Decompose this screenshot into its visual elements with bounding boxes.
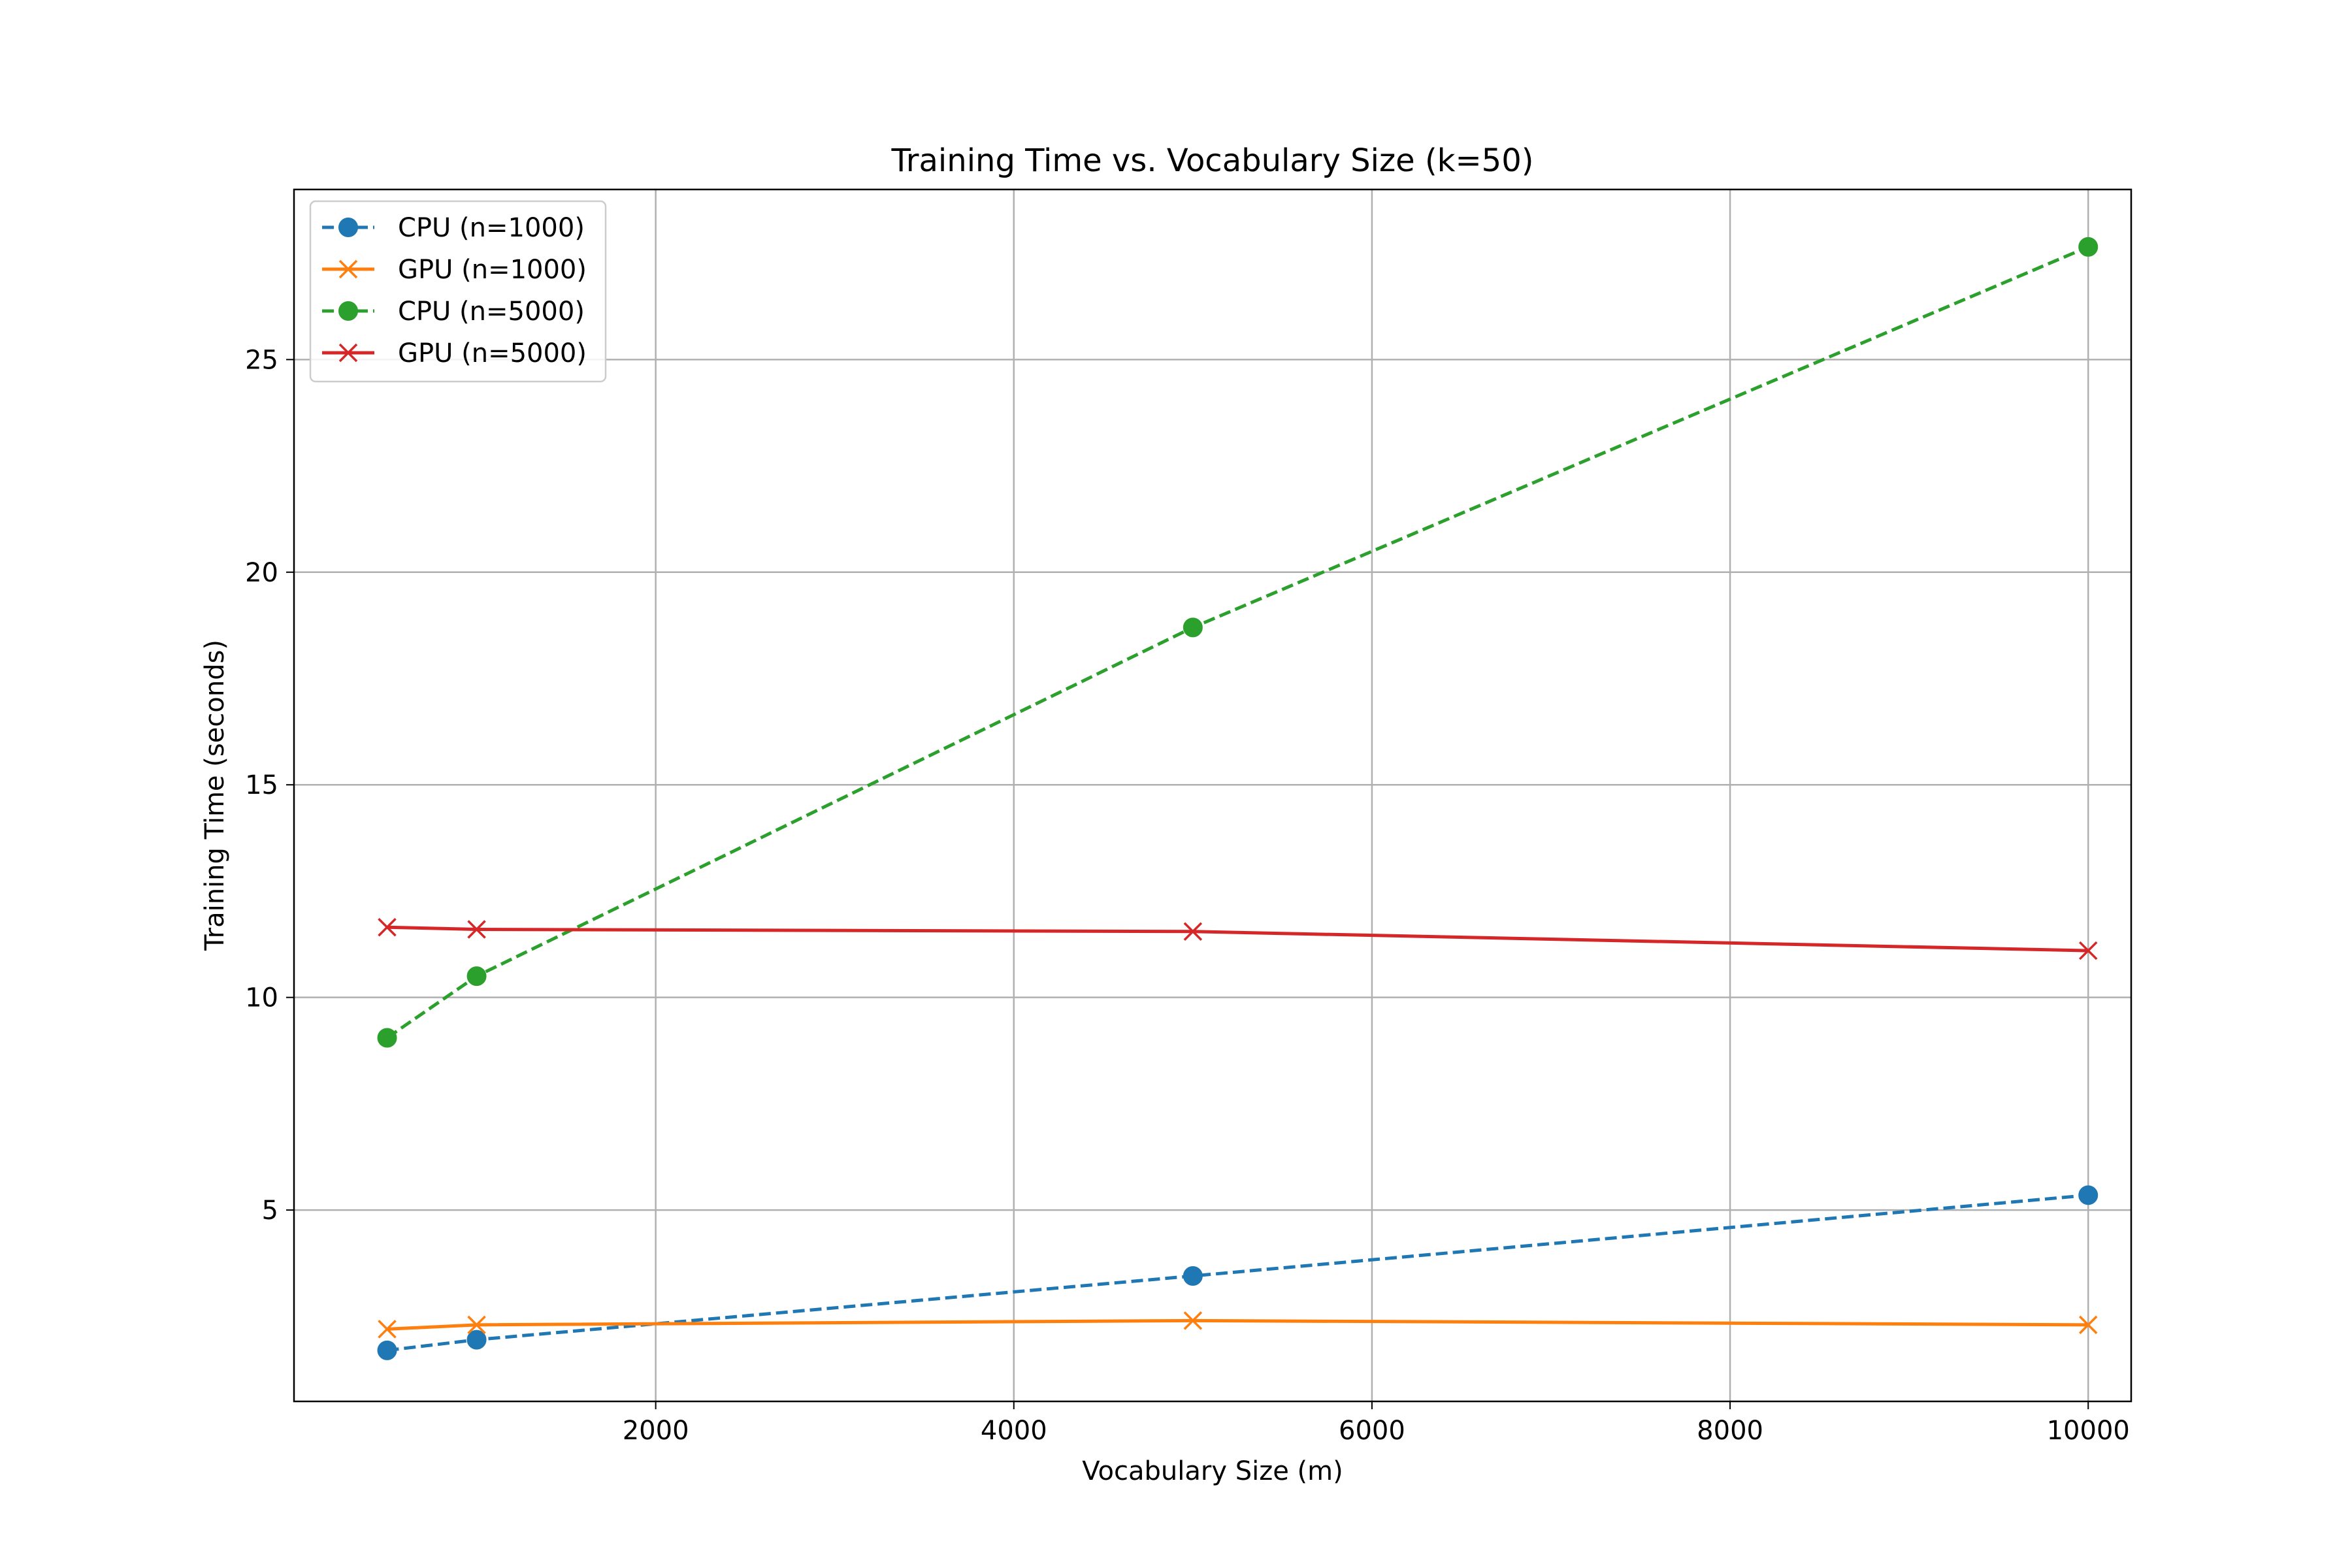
legend-swatch-marker-stroke — [338, 259, 358, 279]
data-point-stroke — [2078, 941, 2098, 960]
chart-title: Training Time vs. Vocabulary Size (k=50) — [891, 142, 1534, 179]
legend-item: GPU (n=5000) — [322, 338, 587, 368]
x-tick-label: 8000 — [1697, 1416, 1763, 1446]
data-point — [378, 918, 397, 937]
data-point — [1183, 617, 1203, 638]
data-point — [2078, 1315, 2098, 1335]
series-line — [387, 1193, 2089, 1352]
data-point — [378, 1320, 397, 1339]
x-tick-label: 4000 — [981, 1416, 1047, 1446]
plot-frame — [293, 188, 2132, 1403]
data-point — [2078, 1185, 2099, 1205]
series-3 — [377, 237, 2099, 1048]
series-1 — [377, 1185, 2099, 1360]
data-point-stroke — [467, 1315, 486, 1335]
data-point — [1183, 1311, 1203, 1330]
grid — [294, 189, 2131, 1401]
x-tick-label: 10000 — [2047, 1416, 2130, 1446]
legend-swatch-marker — [338, 343, 358, 363]
data-point — [1183, 1266, 1203, 1286]
legend-label: GPU (n=1000) — [398, 255, 587, 285]
series-2 — [378, 1311, 2098, 1339]
data-point — [466, 1330, 487, 1350]
legend: CPU (n=1000) GPU (n=1000) CPU (n=5000) GPU … — [309, 200, 607, 383]
legend-swatch-marker — [338, 218, 358, 237]
legend-label: CPU (n=5000) — [398, 297, 585, 327]
legend-label: GPU (n=5000) — [398, 338, 587, 368]
legend-box — [309, 200, 607, 383]
data-point-stroke — [2078, 1315, 2098, 1335]
data-point — [377, 1028, 397, 1048]
legend-item: CPU (n=5000) — [322, 297, 585, 327]
data-point-stroke — [378, 1320, 397, 1339]
plot-series — [377, 237, 2099, 1360]
data-point — [2078, 941, 2098, 960]
y-tick-label: 10 — [245, 983, 278, 1013]
y-axis-label: Training Time (seconds) — [200, 640, 230, 951]
series-4 — [378, 918, 2098, 960]
legend-swatch-marker — [338, 301, 358, 321]
data-point — [467, 1315, 486, 1335]
x-tick-label: 2000 — [623, 1416, 689, 1446]
series-line — [387, 1318, 2089, 1331]
axis-ticks: 2000 4000 6000 8000 10000 5 10 15 20 25 — [245, 345, 2130, 1446]
y-tick-label: 15 — [245, 770, 278, 800]
legend-item: CPU (n=1000) — [322, 213, 585, 243]
legend-label: CPU (n=1000) — [398, 213, 585, 243]
data-point-stroke — [1183, 922, 1203, 941]
legend-swatch-marker — [338, 259, 358, 279]
data-point-stroke — [378, 918, 397, 937]
x-tick-label: 6000 — [1339, 1416, 1405, 1446]
y-tick-label: 25 — [245, 345, 278, 375]
data-point — [377, 1340, 397, 1360]
series-line — [386, 245, 2089, 1039]
series-line — [387, 925, 2089, 953]
data-point — [1183, 922, 1203, 941]
legend-item: GPU (n=1000) — [322, 255, 587, 285]
y-tick-label: 5 — [262, 1196, 278, 1226]
legend-swatch-marker-stroke — [338, 343, 358, 363]
x-axis-label: Vocabulary Size (m) — [1082, 1456, 1343, 1486]
y-tick-label: 20 — [245, 558, 278, 588]
data-point-stroke — [467, 920, 486, 939]
data-point — [467, 920, 486, 939]
data-point-stroke — [1183, 1311, 1203, 1330]
data-point — [2078, 237, 2099, 257]
data-point — [466, 966, 487, 987]
